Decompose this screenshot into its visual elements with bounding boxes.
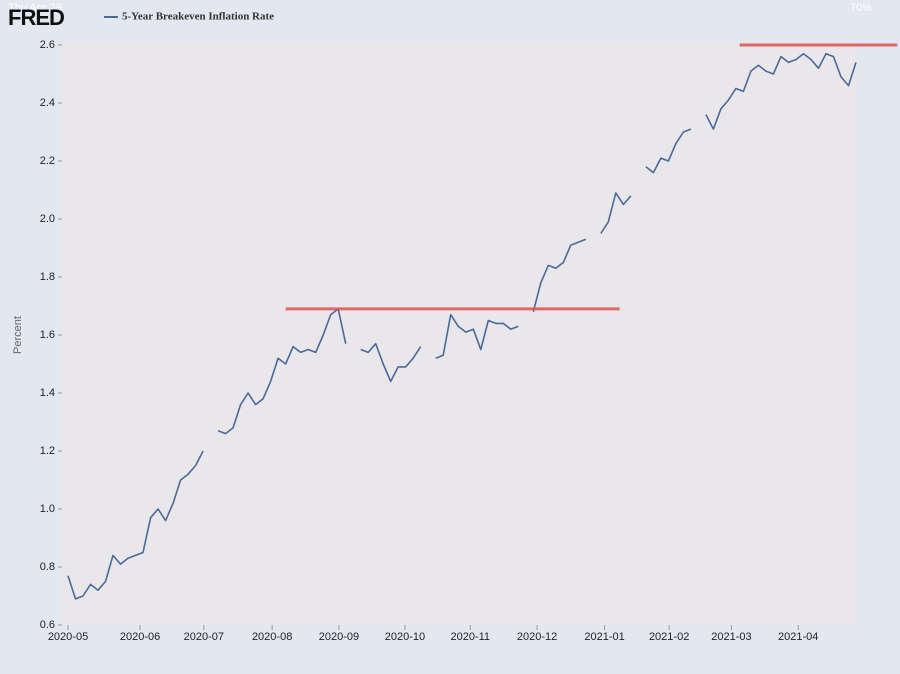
legend-label: 5-Year Breakeven Inflation Rate — [122, 11, 274, 23]
y-tick-label: 2.0 — [40, 213, 55, 225]
x-tick-label: 2020-11 — [450, 631, 490, 643]
y-tick-label: 1.2 — [40, 445, 55, 457]
y-tick-label: 1.4 — [40, 387, 55, 399]
status-battery: 70% — [850, 2, 872, 14]
x-tick-label: 2020-10 — [385, 631, 425, 643]
x-tick-label: 2020-08 — [252, 631, 292, 643]
x-tick-label: 2020-05 — [48, 631, 88, 643]
x-tick-label: 2020-12 — [517, 631, 557, 643]
x-tick-label: 2021-02 — [649, 631, 689, 643]
x-tick-label: 2020-09 — [319, 631, 359, 643]
plot-area — [62, 42, 856, 625]
x-tick-label: 2021-03 — [711, 631, 751, 643]
y-tick-label: 0.8 — [40, 561, 55, 573]
y-tick-label: 1.8 — [40, 271, 55, 283]
y-tick-label: 1.0 — [40, 503, 55, 515]
x-tick-label: 2020-07 — [184, 631, 224, 643]
x-tick-label: 2021-04 — [778, 631, 818, 643]
y-tick-label: 2.6 — [40, 39, 55, 51]
x-tick-label: 2021-01 — [584, 631, 624, 643]
y-tick-label: 1.6 — [40, 329, 55, 341]
logo: FRED — [8, 5, 64, 30]
x-tick-label: 2020-06 — [120, 631, 160, 643]
y-tick-label: 0.6 — [40, 619, 55, 631]
y-tick-label: 2.4 — [40, 97, 55, 109]
status-date: Thu Apr 29 — [8, 2, 62, 14]
y-tick-label: 2.2 — [40, 155, 55, 167]
y-axis-label: Percent — [12, 316, 24, 354]
data-line — [67, 52, 857, 600]
